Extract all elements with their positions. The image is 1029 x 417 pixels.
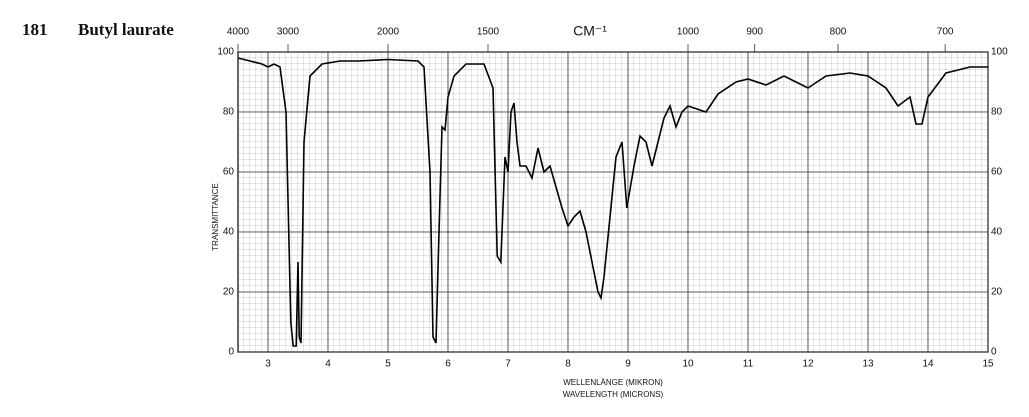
y-tick-label: 20 — [223, 287, 235, 298]
x2-tick-label: 900 — [746, 27, 763, 38]
y-tick-label: 80 — [223, 107, 235, 118]
y2-tick-label: 40 — [991, 227, 1003, 238]
x2-tick-label: 1000 — [677, 27, 700, 38]
y-tick-label: 0 — [228, 347, 234, 358]
x-tick-label: 3 — [265, 359, 271, 370]
x2-tick-label: 700 — [937, 27, 954, 38]
x2-tick-label: 3000 — [277, 27, 300, 38]
x-axis-label: WELLENLÄNGE (MIKRON) — [563, 378, 663, 387]
y-tick-label: 100 — [217, 47, 234, 58]
x-tick-label: 4 — [325, 359, 331, 370]
x2-tick-label: 1500 — [477, 27, 500, 38]
y2-tick-label: 0 — [991, 347, 997, 358]
y2-tick-label: 80 — [991, 107, 1003, 118]
x-tick-label: 14 — [922, 359, 934, 370]
x2-tick-label: 800 — [830, 27, 847, 38]
x-tick-label: 8 — [565, 359, 571, 370]
plot-area — [237, 51, 989, 353]
x2-tick-label: 4000 — [227, 27, 250, 38]
x-axis-label: WAVELENGTH (MICRONS) — [563, 390, 664, 399]
y-axis-label: TRANSMITTANCE — [211, 183, 220, 250]
y-tick-label: 60 — [223, 167, 235, 178]
x-tick-label: 12 — [802, 359, 814, 370]
spectrum-number: 181 — [22, 20, 48, 39]
x-tick-label: 9 — [625, 359, 631, 370]
x-tick-label: 6 — [445, 359, 451, 370]
y2-tick-label: 20 — [991, 287, 1003, 298]
x-tick-label: 7 — [505, 359, 511, 370]
x-tick-label: 13 — [862, 359, 874, 370]
x-tick-label: 10 — [682, 359, 694, 370]
x-tick-label: 15 — [982, 359, 994, 370]
x2-tick-label: 2000 — [377, 27, 400, 38]
y-tick-label: 40 — [223, 227, 235, 238]
top-axis-label: CM⁻¹ — [573, 23, 607, 39]
x-tick-label: 5 — [385, 359, 391, 370]
y2-tick-label: 60 — [991, 167, 1003, 178]
y2-tick-label: 100 — [991, 47, 1008, 58]
chart-title: Butyl laurate — [78, 20, 174, 39]
x-tick-label: 11 — [743, 359, 754, 370]
spectrum-line — [237, 57, 988, 347]
